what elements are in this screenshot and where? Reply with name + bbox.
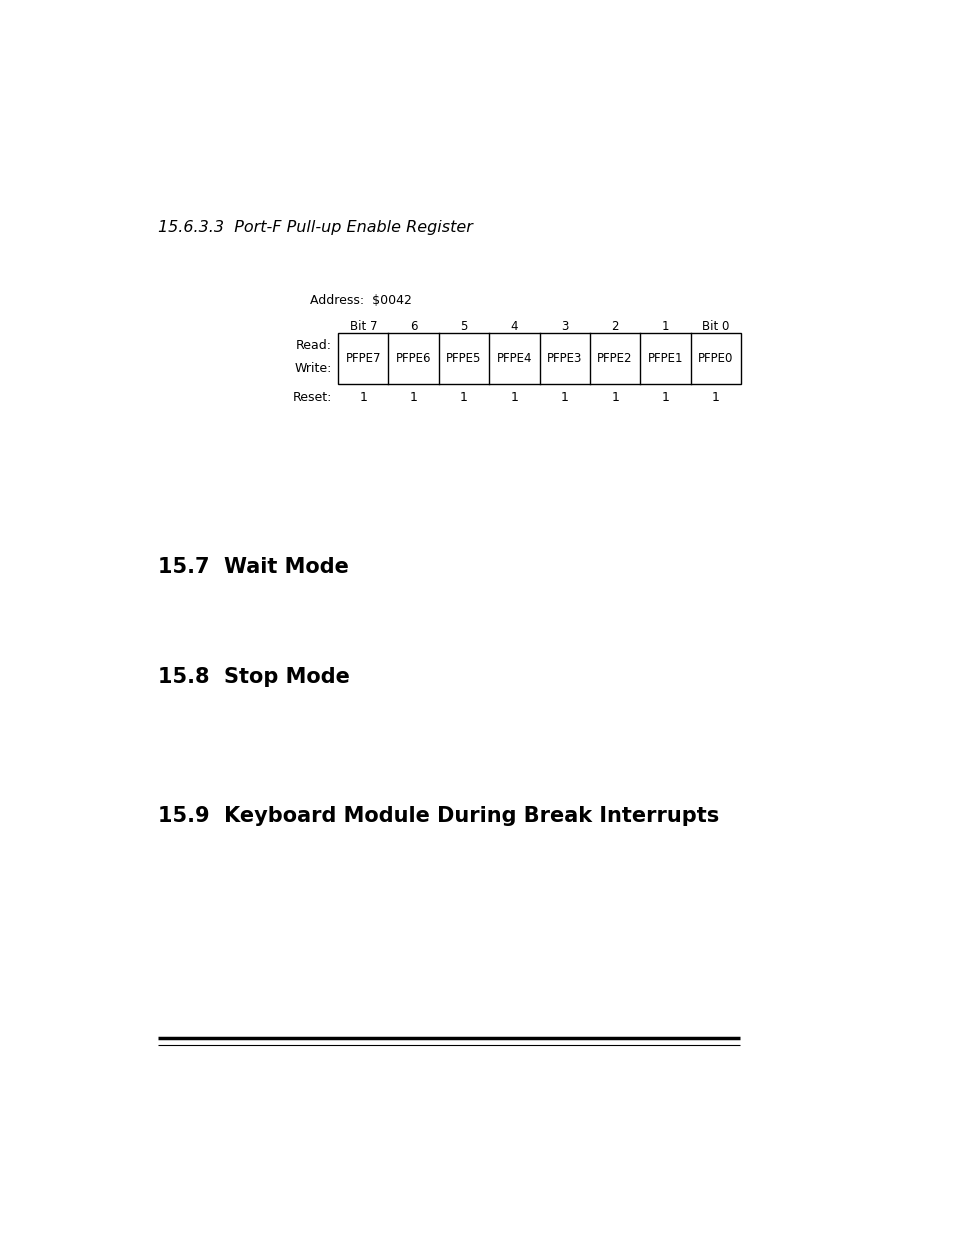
Text: PFPE2: PFPE2: [597, 352, 632, 364]
Text: PFPE1: PFPE1: [647, 352, 682, 364]
Text: 1: 1: [560, 390, 568, 404]
Bar: [337, 332, 740, 384]
Text: 1: 1: [459, 390, 468, 404]
Text: Write:: Write:: [294, 362, 332, 375]
Text: 1: 1: [611, 390, 618, 404]
Text: 1: 1: [711, 390, 720, 404]
Text: 1: 1: [409, 390, 417, 404]
Text: Bit 0: Bit 0: [701, 320, 729, 333]
Text: Bit 7: Bit 7: [349, 320, 376, 333]
Text: 5: 5: [460, 320, 467, 333]
Text: 1: 1: [660, 390, 669, 404]
Text: 6: 6: [410, 320, 417, 333]
Text: PFPE3: PFPE3: [546, 352, 582, 364]
Text: 15.6.3.3  Port-F Pull-up Enable Register: 15.6.3.3 Port-F Pull-up Enable Register: [157, 220, 472, 235]
Text: 4: 4: [510, 320, 517, 333]
Text: Address:  $0042: Address: $0042: [310, 294, 412, 306]
Text: Reset:: Reset:: [293, 390, 332, 404]
Text: Read:: Read:: [295, 338, 332, 352]
Text: PFPE4: PFPE4: [497, 352, 532, 364]
Text: 15.8  Stop Mode: 15.8 Stop Mode: [157, 667, 349, 687]
Text: PFPE5: PFPE5: [446, 352, 481, 364]
Text: 3: 3: [560, 320, 568, 333]
Text: 1: 1: [661, 320, 669, 333]
Text: PFPE0: PFPE0: [698, 352, 733, 364]
Text: PFPE7: PFPE7: [345, 352, 380, 364]
Text: PFPE6: PFPE6: [395, 352, 431, 364]
Text: 1: 1: [359, 390, 367, 404]
Text: 1: 1: [510, 390, 517, 404]
Text: 15.7  Wait Mode: 15.7 Wait Mode: [157, 557, 348, 577]
Text: 2: 2: [611, 320, 618, 333]
Text: 15.9  Keyboard Module During Break Interrupts: 15.9 Keyboard Module During Break Interr…: [157, 805, 719, 826]
